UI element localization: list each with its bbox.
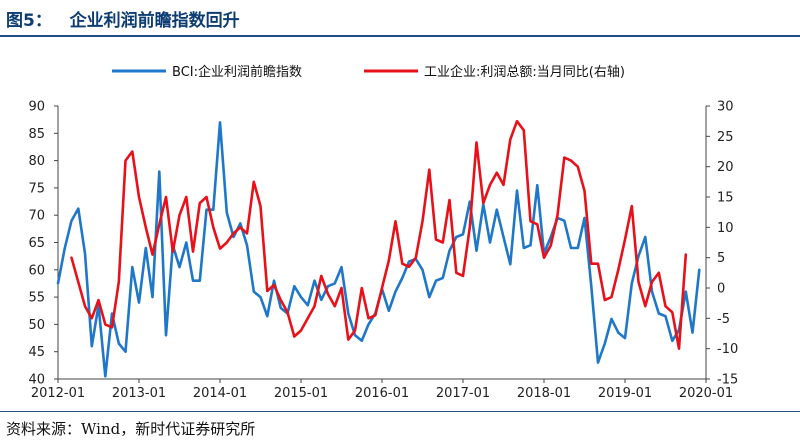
header-rule <box>0 35 800 37</box>
y-left-tick-label: 55 <box>28 291 45 306</box>
footer-rule <box>0 411 800 412</box>
source-note: 资料来源：Wind，新时代证券研究所 <box>6 420 256 438</box>
y-right-tick-label: 0 <box>717 282 725 297</box>
y-right-tick-label: 25 <box>717 130 734 145</box>
y-left-tick-label: 80 <box>28 154 45 169</box>
y-right-tick-label: 5 <box>717 251 725 266</box>
x-tick-label: 2019-01 <box>598 386 652 401</box>
x-tick-label: 2018-01 <box>517 386 571 401</box>
y-right-tick-label: 20 <box>717 160 734 175</box>
legend-label-bci: BCI:企业利润前瞻指数 <box>172 64 302 80</box>
page-title: 图5： 企业利润前瞻指数回升 <box>6 11 240 31</box>
y-right-tick-label: 30 <box>717 100 734 115</box>
y-left-tick-label: 90 <box>28 100 45 115</box>
y-left-tick-label: 65 <box>28 236 45 251</box>
x-tick-label: 2013-01 <box>112 386 166 401</box>
y-right-tick-label: -15 <box>717 373 738 388</box>
y-left-tick-label: 50 <box>28 318 45 333</box>
y-left-tick-label: 70 <box>28 209 45 224</box>
y-left-tick-label: 40 <box>28 373 45 388</box>
x-tick-label: 2017-01 <box>436 386 490 401</box>
legend-label-profit: 工业企业:利润总额:当月同比(右轴) <box>424 64 625 80</box>
y-right-tick-label: -10 <box>717 342 738 357</box>
chart-axes: 40 45 50 55 60 65 70 75 80 85 90 -15 -10 -5 0 5 10 15 20 25… <box>28 100 738 402</box>
y-right-tick-label: -5 <box>717 312 730 327</box>
y-left-tick-label: 85 <box>28 127 45 142</box>
x-tick-label: 2016-01 <box>355 386 409 401</box>
x-tick-label: 2012-01 <box>31 386 85 401</box>
y-right-tick-label: 10 <box>717 221 734 236</box>
x-tick-label: 2020-01 <box>679 386 733 401</box>
chart-legend: BCI:企业利润前瞻指数 工业企业:利润总额:当月同比(右轴) <box>112 64 625 80</box>
x-tick-label: 2014-01 <box>193 386 247 401</box>
y-right-tick-label: 15 <box>717 191 734 206</box>
y-left-tick-label: 75 <box>28 181 45 196</box>
y-left-tick-label: 60 <box>28 263 45 278</box>
series-line-profit <box>70 119 688 350</box>
chart-series <box>56 119 701 378</box>
y-left-tick-label: 45 <box>28 345 45 360</box>
x-tick-label: 2015-01 <box>274 386 328 401</box>
